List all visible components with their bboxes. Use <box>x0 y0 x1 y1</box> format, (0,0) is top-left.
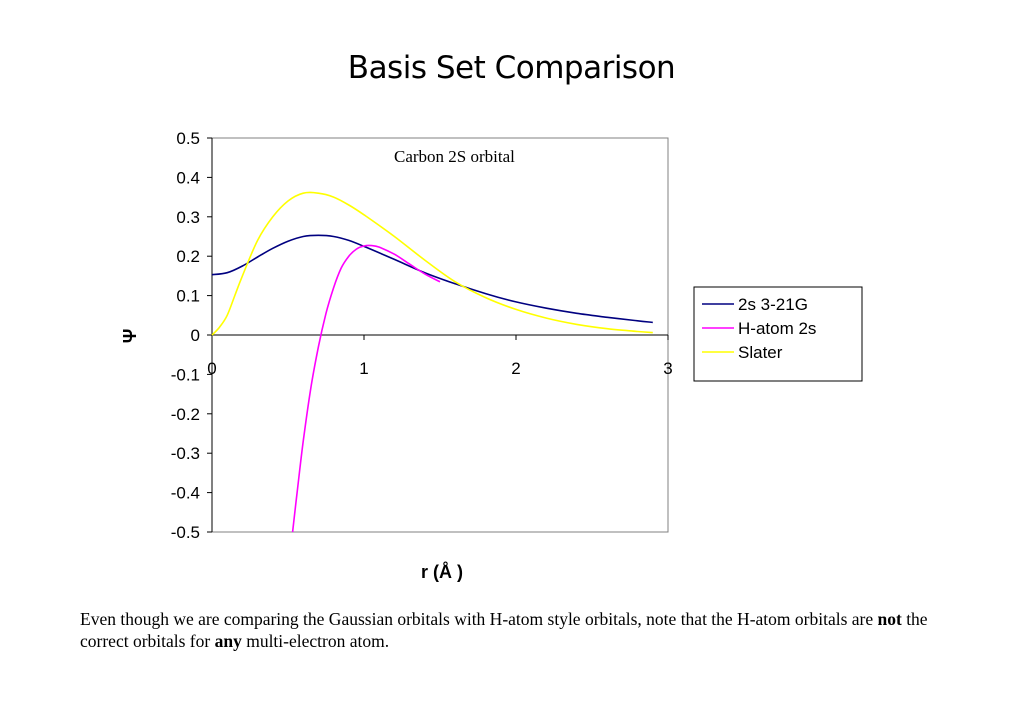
legend-label: Slater <box>738 343 783 362</box>
chart-annotation: Carbon 2S orbital <box>394 147 515 166</box>
y-tick-label: -0.5 <box>171 523 200 542</box>
x-axis: 0 1 2 3 <box>207 335 673 378</box>
y-tick-label: 0.2 <box>176 247 200 266</box>
footnote-bold-any: any <box>214 631 242 651</box>
series-line-1 <box>291 244 441 533</box>
x-axis-label: r (Å ) <box>421 562 463 582</box>
y-tick-label: -0.2 <box>171 405 200 424</box>
x-tick-label: 1 <box>359 359 368 378</box>
footnote-text-2: the correct orbitals for <box>80 609 928 651</box>
footnote: Even though we are comparing the Gaussia… <box>80 608 980 652</box>
series-lines <box>211 191 653 533</box>
y-tick-label: -0.3 <box>171 444 200 463</box>
plot-area <box>211 137 669 533</box>
y-tick-label: -0.1 <box>171 365 200 384</box>
footnote-text-1: Even though we are comparing the Gaussia… <box>80 609 878 629</box>
x-tick-label: 3 <box>663 359 672 378</box>
y-tick-label: 0.5 <box>176 129 200 148</box>
orbital-chart: 0.5 0.4 0.3 0.2 0.1 0 -0.1 -0.2 -0.3 -0.4 -0.5 0 1 2… <box>120 129 863 582</box>
x-tick-label: 0 <box>207 359 216 378</box>
y-tick-label: 0.1 <box>176 287 200 306</box>
legend-label: H-atom 2s <box>738 319 816 338</box>
x-tick-label: 2 <box>511 359 520 378</box>
legend: 2s 3-21G H-atom 2s Slater <box>693 286 863 382</box>
legend-label: 2s 3-21G <box>738 295 808 314</box>
footnote-bold-not: not <box>877 609 902 629</box>
y-tick-label: 0 <box>191 326 200 345</box>
y-tick-label: 0.3 <box>176 208 200 227</box>
slide-title: Basis Set Comparison <box>347 50 676 86</box>
y-axis-label: Ψ <box>120 329 140 344</box>
footnote-text-3: multi-electron atom. <box>241 631 390 651</box>
y-tick-label: -0.4 <box>171 484 200 503</box>
series-line-2 <box>211 191 653 336</box>
y-axis: 0.5 0.4 0.3 0.2 0.1 0 -0.1 -0.2 -0.3 -0.4 -0.5 <box>171 129 212 542</box>
y-tick-label: 0.4 <box>176 168 200 187</box>
legend-box <box>693 286 863 382</box>
